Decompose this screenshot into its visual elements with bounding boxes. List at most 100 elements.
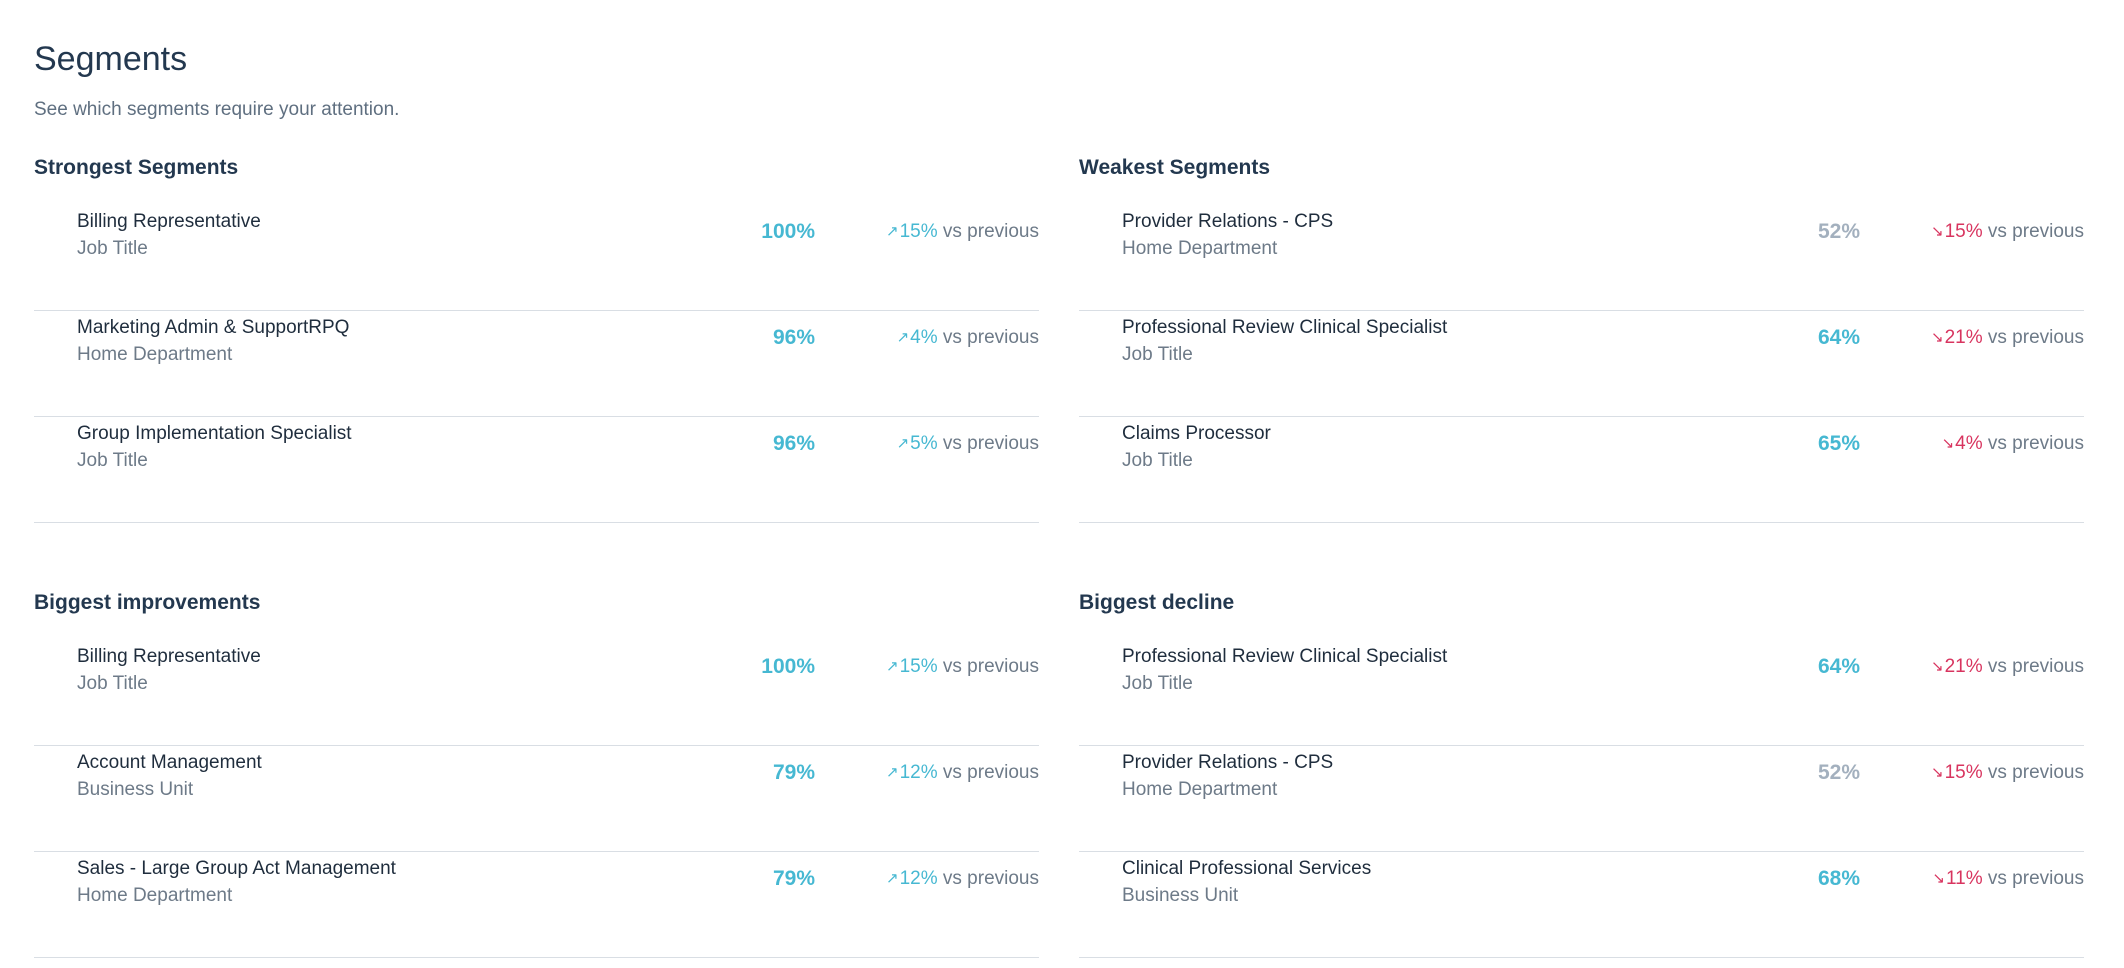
segment-name: Provider Relations - CPS (1122, 752, 1334, 773)
segment-score: 65% (1817, 432, 1860, 455)
segment-type: Job Title (77, 450, 148, 471)
segment-row[interactable]: Claims Processor Job Title 65% ↘4% vs pr… (1079, 417, 2084, 523)
vs-previous-label: vs previous (942, 656, 1039, 677)
segment-change: ↘15% vs previous (1931, 760, 2084, 787)
segments-grid: Strongest Segments Billing Representativ… (34, 150, 2084, 958)
segment-change: ↘15% vs previous (1931, 219, 2084, 246)
segment-list: Professional Review Clinical Specialist … (1079, 640, 2084, 958)
biggest-decline-section: Biggest decline Professional Review Clin… (1079, 585, 2084, 958)
segment-type: Business Unit (1122, 885, 1239, 906)
vs-previous-label: vs previous (942, 868, 1039, 889)
change-percent: 5% (910, 433, 938, 454)
segment-type: Job Title (77, 238, 148, 259)
change-percent: 21% (1944, 327, 1983, 348)
vs-previous-label: vs previous (1987, 327, 2084, 348)
change-indicator: ↗15% (886, 656, 938, 677)
change-indicator: ↘4% (1942, 433, 1983, 454)
trend-arrow-icon: ↗ (896, 435, 910, 452)
segment-name: Professional Review Clinical Specialist (1122, 646, 1448, 667)
vs-previous-label: vs previous (942, 221, 1039, 242)
segment-name: Group Implementation Specialist (77, 423, 352, 444)
vs-previous-label: vs previous (942, 327, 1039, 348)
segment-type: Home Department (77, 885, 233, 906)
segment-change: ↘21% vs previous (1931, 325, 2084, 352)
change-indicator: ↗12% (886, 762, 938, 783)
segment-name: Billing Representative (77, 646, 261, 667)
segment-type: Job Title (77, 673, 148, 694)
segment-score: 96% (772, 432, 815, 455)
segment-row[interactable]: Professional Review Clinical Specialist … (1079, 640, 2084, 746)
segment-row[interactable]: Account Management Business Unit 79% ↗12… (34, 746, 1039, 852)
section-title: Biggest decline (1079, 591, 1235, 614)
segment-score: 64% (1817, 326, 1860, 349)
vs-previous-label: vs previous (1987, 762, 2084, 783)
change-percent: 15% (1944, 762, 1983, 783)
segment-name: Professional Review Clinical Specialist (1122, 317, 1448, 338)
trend-arrow-icon: ↘ (1931, 658, 1944, 675)
trend-arrow-icon: ↗ (886, 764, 899, 781)
change-indicator: ↘21% (1931, 327, 1983, 348)
change-indicator: ↗12% (886, 868, 938, 889)
change-percent: 21% (1944, 656, 1983, 677)
vs-previous-label: vs previous (1987, 868, 2084, 889)
trend-arrow-icon: ↘ (1941, 435, 1955, 452)
segment-list: Billing Representative Job Title 100% ↗1… (34, 640, 1039, 958)
vs-previous-label: vs previous (1987, 656, 2084, 677)
vs-previous-label: vs previous (1987, 221, 2084, 242)
change-percent: 15% (1944, 221, 1983, 242)
segment-row[interactable]: Group Implementation Specialist Job Titl… (34, 417, 1039, 523)
trend-arrow-icon: ↘ (1931, 329, 1944, 346)
segment-type: Job Title (1122, 344, 1193, 365)
segment-name: Sales - Large Group Act Management (77, 858, 396, 879)
segment-score: 79% (772, 761, 815, 784)
section-title: Weakest Segments (1079, 156, 1271, 179)
trend-arrow-icon: ↘ (1932, 870, 1945, 887)
segment-score: 68% (1817, 867, 1860, 890)
segment-change: ↗15% vs previous (886, 219, 1039, 246)
segment-change: ↘11% vs previous (1932, 866, 2084, 893)
change-percent: 15% (899, 656, 938, 677)
section-title: Biggest improvements (34, 591, 261, 614)
segment-row[interactable]: Provider Relations - CPS Home Department… (1079, 205, 2084, 311)
segment-name: Account Management (77, 752, 262, 773)
segment-row[interactable]: Professional Review Clinical Specialist … (1079, 311, 2084, 417)
change-percent: 11% (1945, 868, 1983, 889)
trend-arrow-icon: ↗ (896, 329, 910, 346)
segment-score: 100% (761, 655, 815, 678)
change-indicator: ↘21% (1931, 656, 1983, 677)
segment-type: Job Title (1122, 673, 1193, 694)
change-indicator: ↘15% (1931, 221, 1983, 242)
segment-score: 79% (772, 867, 815, 890)
segment-row[interactable]: Marketing Admin & SupportRPQ Home Depart… (34, 311, 1039, 417)
change-percent: 4% (910, 327, 938, 348)
segment-type: Business Unit (77, 779, 194, 800)
segment-type: Home Department (1122, 779, 1278, 800)
segment-row[interactable]: Provider Relations - CPS Home Department… (1079, 746, 2084, 852)
trend-arrow-icon: ↗ (886, 658, 899, 675)
segment-change: ↘4% vs previous (1942, 431, 2084, 458)
segment-type: Home Department (77, 344, 233, 365)
trend-arrow-icon: ↗ (886, 223, 899, 240)
change-indicator: ↘15% (1931, 762, 1983, 783)
segment-type: Job Title (1122, 450, 1193, 471)
strongest-segments-section: Strongest Segments Billing Representativ… (34, 150, 1039, 523)
segment-change: ↘21% vs previous (1931, 654, 2084, 681)
segment-change: ↗12% vs previous (886, 760, 1039, 787)
change-percent: 15% (899, 221, 938, 242)
change-percent: 12% (899, 762, 938, 783)
vs-previous-label: vs previous (942, 433, 1039, 454)
segment-change: ↗4% vs previous (897, 325, 1039, 352)
segment-score: 100% (761, 220, 815, 243)
segment-row[interactable]: Billing Representative Job Title 100% ↗1… (34, 205, 1039, 311)
segment-change: ↗5% vs previous (897, 431, 1039, 458)
segment-score: 64% (1817, 655, 1860, 678)
segment-row[interactable]: Sales - Large Group Act Management Home … (34, 852, 1039, 958)
segment-name: Billing Representative (77, 211, 261, 232)
segment-row[interactable]: Billing Representative Job Title 100% ↗1… (34, 640, 1039, 746)
segment-row[interactable]: Clinical Professional Services Business … (1079, 852, 2084, 958)
change-indicator: ↘11% (1932, 868, 1982, 889)
vs-previous-label: vs previous (942, 762, 1039, 783)
change-indicator: ↗15% (886, 221, 938, 242)
segment-change: ↗15% vs previous (886, 654, 1039, 681)
segment-list: Provider Relations - CPS Home Department… (1079, 205, 2084, 523)
